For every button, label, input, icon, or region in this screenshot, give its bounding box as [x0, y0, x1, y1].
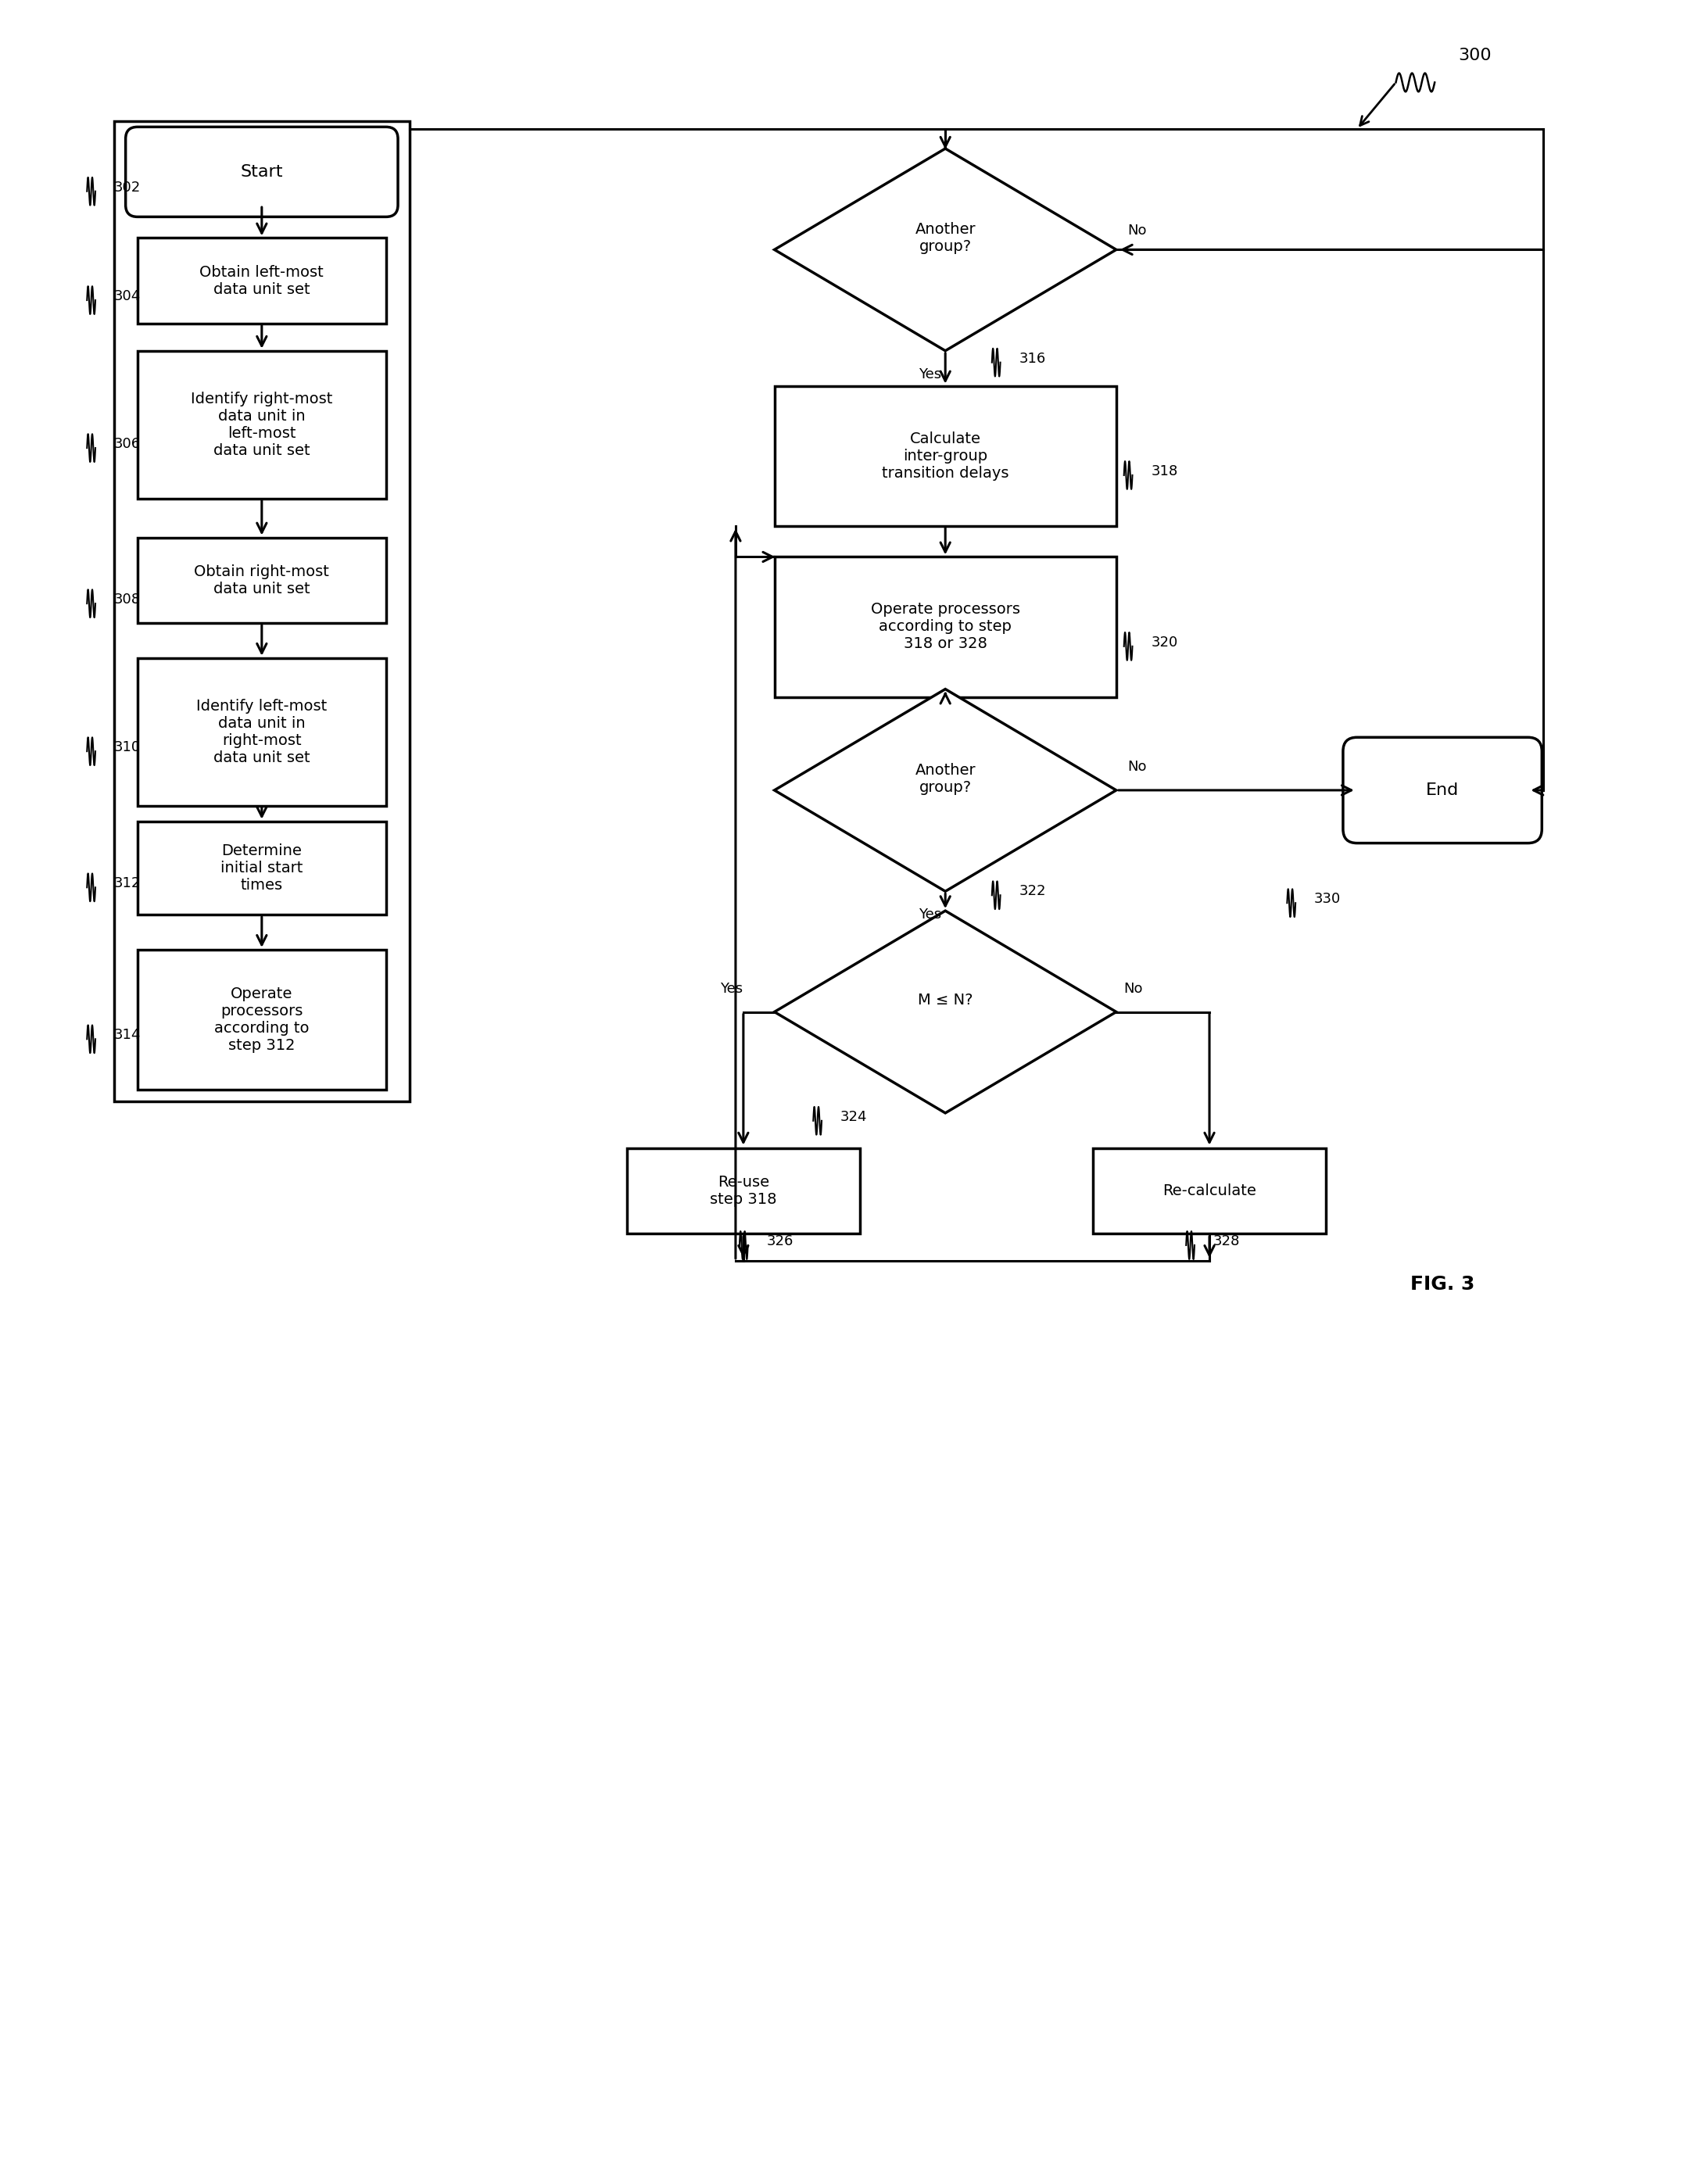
- Text: Obtain left-most
data unit set: Obtain left-most data unit set: [200, 264, 324, 297]
- Text: No: No: [1127, 760, 1148, 773]
- Polygon shape: [774, 690, 1116, 891]
- Text: Re-calculate: Re-calculate: [1163, 1184, 1257, 1199]
- Text: Operate processors
according to step
318 or 328: Operate processors according to step 318…: [871, 603, 1020, 651]
- Text: 302: 302: [114, 181, 141, 194]
- Bar: [138, 537, 385, 622]
- Text: Re-use
step 318: Re-use step 318: [710, 1175, 776, 1208]
- Text: Another
group?: Another group?: [915, 223, 976, 253]
- Text: Yes: Yes: [720, 981, 742, 996]
- Text: 316: 316: [1019, 352, 1046, 365]
- Bar: [1094, 1149, 1326, 1234]
- Text: 314: 314: [114, 1029, 141, 1042]
- Text: Determine
initial start
times: Determine initial start times: [221, 843, 302, 893]
- Bar: [774, 387, 1116, 526]
- Bar: [114, 122, 409, 1101]
- Text: 310: 310: [114, 740, 141, 753]
- Text: No: No: [1127, 223, 1148, 238]
- Text: 304: 304: [114, 288, 141, 304]
- Text: Yes: Yes: [919, 909, 941, 922]
- Text: 306: 306: [114, 437, 141, 452]
- FancyBboxPatch shape: [1343, 738, 1542, 843]
- Text: 318: 318: [1151, 465, 1178, 478]
- Text: 322: 322: [1019, 885, 1046, 898]
- Bar: [138, 238, 385, 323]
- Text: Calculate
inter-group
transition delays: Calculate inter-group transition delays: [881, 430, 1009, 480]
- Bar: [138, 352, 385, 498]
- Bar: [138, 950, 385, 1090]
- Text: Identify left-most
data unit in
right-most
data unit set: Identify left-most data unit in right-mo…: [197, 699, 328, 764]
- Text: 312: 312: [114, 876, 141, 891]
- Text: FIG. 3: FIG. 3: [1411, 1275, 1474, 1293]
- Text: Identify right-most
data unit in
left-most
data unit set: Identify right-most data unit in left-mo…: [190, 391, 333, 459]
- Text: 328: 328: [1214, 1234, 1240, 1249]
- Text: 330: 330: [1314, 891, 1341, 906]
- Text: 320: 320: [1151, 636, 1178, 649]
- Text: Start: Start: [241, 164, 284, 179]
- Text: Yes: Yes: [919, 367, 941, 382]
- Text: Operate
processors
according to
step 312: Operate processors according to step 312: [214, 987, 309, 1053]
- Polygon shape: [774, 149, 1116, 352]
- Text: Obtain right-most
data unit set: Obtain right-most data unit set: [194, 563, 329, 596]
- Text: 324: 324: [841, 1109, 868, 1125]
- Text: 300: 300: [1459, 48, 1491, 63]
- Text: M ≤ N?: M ≤ N?: [917, 994, 973, 1007]
- Text: End: End: [1426, 782, 1459, 797]
- Bar: [138, 657, 385, 806]
- Text: 308: 308: [114, 592, 141, 607]
- Text: No: No: [1124, 981, 1143, 996]
- Bar: [627, 1149, 859, 1234]
- Text: 326: 326: [767, 1234, 793, 1249]
- Bar: [138, 821, 385, 915]
- Polygon shape: [774, 911, 1116, 1114]
- FancyBboxPatch shape: [126, 127, 397, 216]
- Bar: [774, 557, 1116, 697]
- Text: Another
group?: Another group?: [915, 762, 976, 795]
